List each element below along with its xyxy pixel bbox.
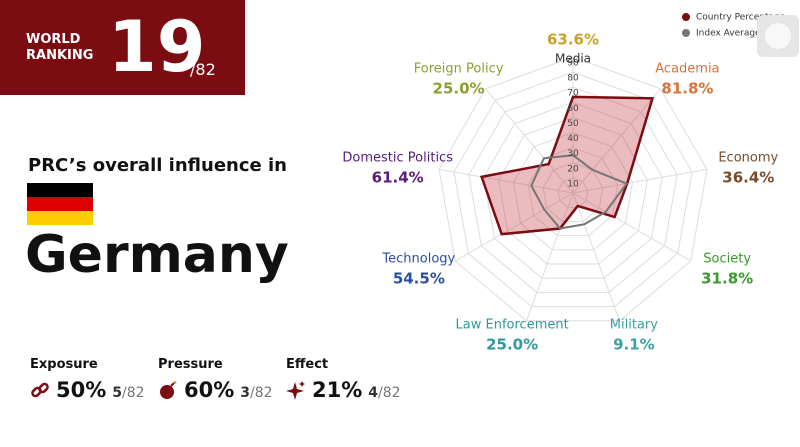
r-tick-label: 70 — [567, 89, 579, 99]
spoke — [572, 192, 620, 321]
grid-ring — [512, 132, 634, 251]
value-label: 61.4% — [372, 168, 424, 186]
grid-ring — [483, 101, 663, 279]
value-label: 81.8% — [661, 80, 713, 98]
average-line — [530, 154, 629, 230]
value-label: 25.0% — [486, 335, 538, 353]
menu-button[interactable] — [757, 15, 799, 57]
r-tick-label: 80 — [567, 74, 579, 84]
metric: Effect 21% 4/82 — [286, 357, 401, 402]
r-tick-label: 10 — [567, 179, 579, 189]
r-tick-label: 30 — [567, 149, 579, 159]
legend-label: Index Average — [696, 29, 761, 39]
value-label: 36.4% — [722, 168, 774, 186]
metric-rank: 3 — [240, 385, 251, 401]
metric-percent: 50% — [56, 378, 107, 402]
legend-label: Country Percentage — [696, 13, 786, 23]
r-tick-label: 90 — [567, 59, 579, 69]
value-label: 54.5% — [393, 270, 445, 288]
metric-name: Effect — [286, 357, 329, 372]
value-label: 63.6% — [547, 31, 599, 49]
spoke — [572, 192, 692, 262]
value-label: 25.0% — [433, 80, 485, 98]
r-tick-label: 40 — [567, 134, 579, 144]
country-area — [479, 95, 655, 236]
grid-ring — [453, 71, 693, 308]
metric-rank: 4 — [368, 385, 379, 401]
r-tick-label: 20 — [567, 164, 579, 174]
country-name: Germany — [25, 225, 289, 285]
spoke — [572, 88, 661, 194]
value-label: 31.8% — [701, 270, 753, 288]
axis-label: Law Enforcement — [456, 317, 569, 332]
metric-total: /82 — [250, 385, 273, 401]
sparkle-icon — [286, 381, 305, 400]
ranking-value: 19 — [108, 6, 206, 88]
axis-label: Academia — [655, 62, 719, 77]
grid-ring — [438, 56, 708, 322]
r-tick-label: 60 — [567, 104, 579, 114]
metric-name: Pressure — [158, 357, 223, 372]
grid-ring — [542, 162, 604, 222]
metric-percent: 21% — [312, 378, 363, 402]
metric: Exposure 50% 5/82 — [30, 357, 145, 402]
grid-ring — [557, 177, 589, 208]
spoke — [526, 192, 574, 321]
metric-name: Exposure — [30, 357, 98, 372]
axis-label: Domestic Politics — [342, 150, 453, 165]
spoke — [454, 192, 574, 262]
metric-rank: 5 — [112, 385, 123, 401]
chain-icon — [31, 382, 49, 398]
headline: PRC’s overall influence in — [28, 155, 287, 176]
flag — [27, 183, 93, 225]
legend-swatch — [682, 29, 690, 37]
axis-label: Technology — [381, 252, 455, 267]
metric: Pressure 60% 3/82 — [158, 357, 273, 402]
axis-label: Foreign Policy — [414, 62, 504, 77]
axis-label: Military — [610, 317, 658, 332]
metric-percent: 60% — [184, 378, 235, 402]
spoke — [485, 88, 574, 194]
axis-label: Economy — [718, 150, 778, 165]
value-label: 9.1% — [613, 335, 655, 353]
axis-label: Society — [703, 252, 751, 267]
axis-label: Media — [555, 52, 591, 66]
metric-total: /82 — [378, 385, 401, 401]
ranking-label: WORLD RANKING — [26, 32, 94, 63]
r-tick-label: 50 — [567, 119, 579, 129]
ranking-banner: WORLD RANKING 19 /82 — [0, 0, 245, 95]
spoke — [572, 168, 708, 194]
metric-total: /82 — [122, 385, 145, 401]
grid-ring — [527, 147, 619, 237]
grid-ring — [468, 86, 678, 293]
legend-swatch — [682, 13, 690, 21]
bomb-icon — [160, 381, 177, 399]
ranking-total: /82 — [190, 60, 216, 79]
spoke — [438, 168, 574, 194]
